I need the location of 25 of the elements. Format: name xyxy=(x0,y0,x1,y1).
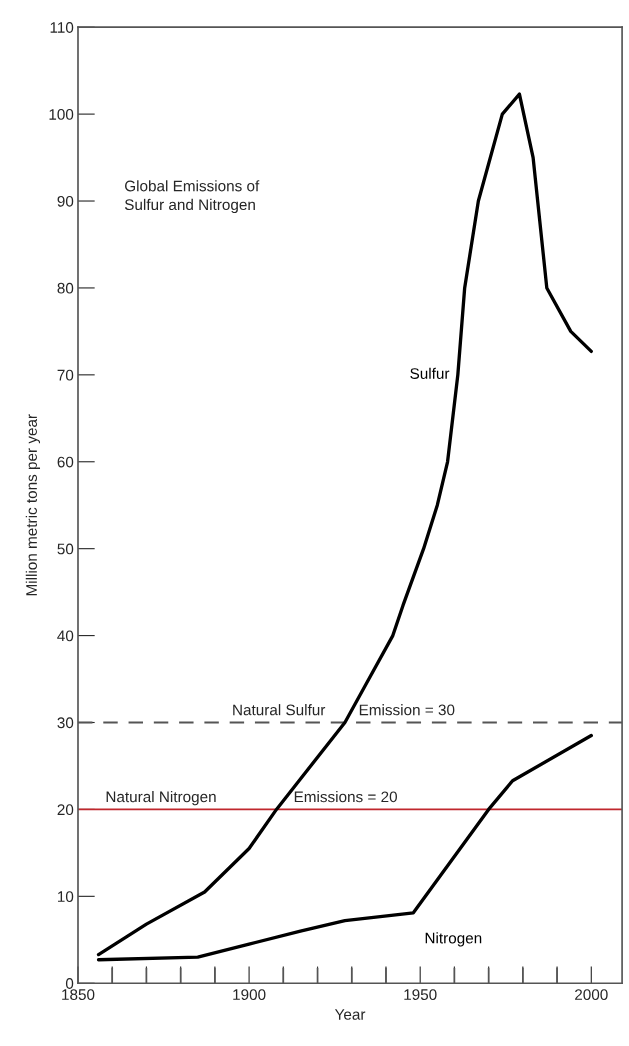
annotation: Emission = 30 xyxy=(359,704,455,716)
annotation: Natural Nitrogen xyxy=(106,791,216,806)
y-tick-label: 0 xyxy=(65,978,74,989)
x-tick-label: 1900 xyxy=(233,989,266,1001)
x-axis-title: Year xyxy=(334,1009,366,1020)
series-label: Nitrogen xyxy=(425,932,482,947)
y-tick-label: 90 xyxy=(57,195,74,207)
y-tick-label: 40 xyxy=(57,630,74,642)
x-tick-label: 2000 xyxy=(575,989,608,1001)
text: Global Emissions of Sulfur and Nitrogen xyxy=(124,180,260,214)
y-tick-label: 20 xyxy=(57,804,74,816)
x-tick-label: 1850 xyxy=(62,989,95,1001)
series-label: Sulfur xyxy=(410,367,450,379)
y-tick-label: 100 xyxy=(49,108,74,120)
y-tick-label: 80 xyxy=(57,282,74,294)
annotation: Natural Sulfur xyxy=(233,704,326,716)
y-tick-label: 10 xyxy=(58,891,74,903)
y-tick-label: 60 xyxy=(57,456,74,468)
x-tick-label: 1950 xyxy=(404,989,437,1001)
annotation: Emissions = 20 xyxy=(294,791,397,803)
y-tick-label: 50 xyxy=(57,543,74,555)
y-tick-label: 110 xyxy=(50,22,74,33)
y-tick-label: 70 xyxy=(57,369,74,381)
y-tick-label: 30 xyxy=(57,717,74,729)
y-axis-title: Million metric tons per year xyxy=(25,414,41,596)
